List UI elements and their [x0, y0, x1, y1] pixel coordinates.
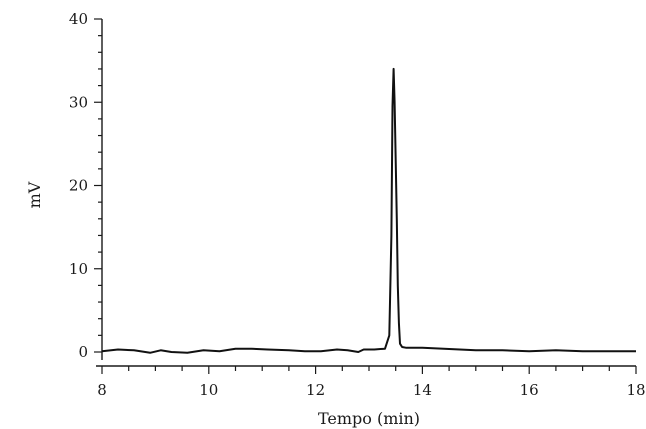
x-tick-label-8: 8 — [97, 381, 107, 399]
x-tick-label-18: 18 — [626, 381, 645, 399]
tick-labels: 0 10 20 30 40 8 10 12 14 16 18 — [69, 10, 646, 399]
series-line-0 — [101, 67, 636, 354]
x-tick-label-10: 10 — [199, 381, 218, 399]
x-tick-label-12: 12 — [306, 381, 325, 399]
axes — [96, 19, 636, 367]
series — [101, 67, 636, 354]
y-tick-label-0: 0 — [78, 343, 88, 361]
y-tick-label-10: 10 — [69, 260, 88, 278]
y-axis-label: mV — [25, 181, 44, 208]
y-tick-label-20: 20 — [69, 177, 88, 195]
y-tick-label-40: 40 — [69, 10, 88, 28]
y-tick-label-30: 30 — [69, 93, 88, 111]
x-tick-label-16: 16 — [520, 381, 539, 399]
ticks — [94, 18, 637, 374]
x-axis-label: Tempo (min) — [318, 409, 420, 428]
x-tick-label-14: 14 — [413, 381, 432, 399]
